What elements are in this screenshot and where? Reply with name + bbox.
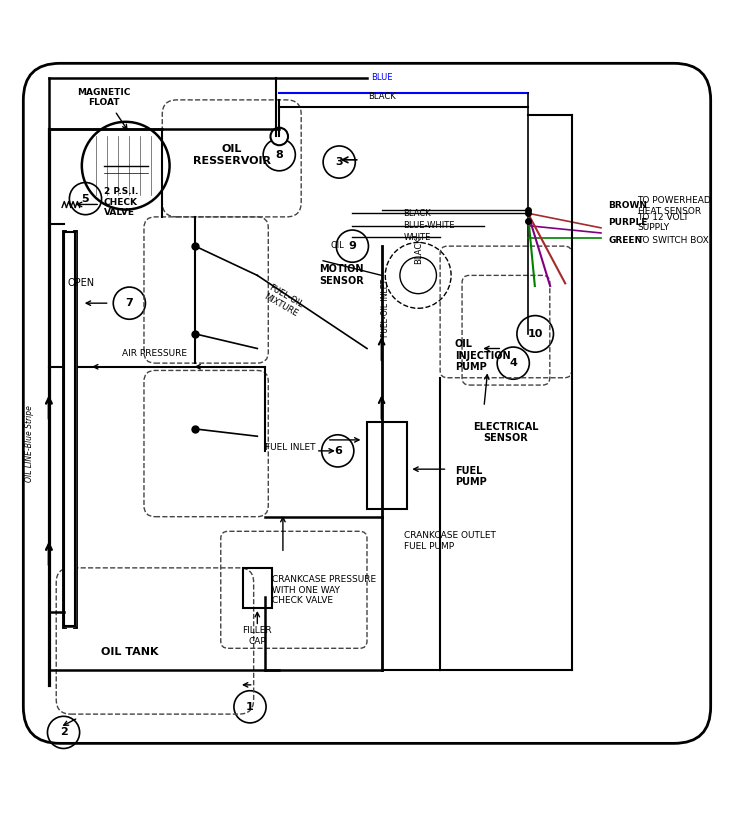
Text: AIR PRESSURE: AIR PRESSURE	[123, 349, 187, 358]
Text: TO SWITCH BOX: TO SWITCH BOX	[638, 236, 709, 245]
Text: OIL
INJECTION
PUMP: OIL INJECTION PUMP	[455, 339, 510, 373]
Text: ELECTRICAL
SENSOR: ELECTRICAL SENSOR	[473, 422, 539, 444]
Text: 1: 1	[246, 702, 254, 711]
Text: FUEL
PUMP: FUEL PUMP	[455, 466, 487, 488]
Polygon shape	[64, 231, 75, 626]
Text: CRANKCASE PRESSURE
WITH ONE WAY
CHECK VALVE: CRANKCASE PRESSURE WITH ONE WAY CHECK VA…	[272, 575, 376, 605]
Text: OPEN: OPEN	[68, 278, 95, 287]
Text: OIL TANK: OIL TANK	[101, 647, 158, 657]
Text: GREEN: GREEN	[608, 236, 642, 245]
Text: FUEL INLET: FUEL INLET	[265, 443, 315, 452]
Text: BLACK: BLACK	[415, 236, 424, 264]
Text: CRANKCASE OUTLET
FUEL PUMP: CRANKCASE OUTLET FUEL PUMP	[404, 532, 495, 551]
Text: WHITE: WHITE	[404, 233, 431, 242]
Circle shape	[270, 128, 288, 145]
Text: OIL LINE-Blue Stripe: OIL LINE-Blue Stripe	[25, 405, 34, 482]
Text: 4: 4	[509, 358, 517, 368]
Bar	[243, 568, 272, 608]
Text: FUEL-OIL INLET: FUEL-OIL INLET	[381, 279, 390, 337]
Text: OIL: OIL	[331, 241, 345, 250]
Text: OIL
RESSERVOIR: OIL RESSERVOIR	[193, 144, 271, 165]
Bar	[367, 422, 407, 510]
Text: MAGNETIC
FLOAT: MAGNETIC FLOAT	[77, 88, 131, 107]
Text: BLUE-WHITE: BLUE-WHITE	[404, 221, 455, 230]
Text: TO 12 VOLT
SUPPLY: TO 12 VOLT SUPPLY	[638, 213, 689, 233]
Text: BROWN: BROWN	[608, 201, 647, 210]
Text: 10: 10	[528, 329, 543, 339]
Text: FUEL-OIL
MIXTURE: FUEL-OIL MIXTURE	[262, 283, 304, 319]
Text: BLACK: BLACK	[368, 92, 396, 102]
Text: 7: 7	[126, 298, 134, 309]
Text: 5: 5	[81, 194, 90, 204]
Text: 2: 2	[59, 728, 68, 737]
Text: MOTION
SENSOR: MOTION SENSOR	[319, 265, 364, 286]
Text: 6: 6	[334, 446, 342, 456]
Text: TO POWERHEAD
HEAT SENSOR: TO POWERHEAD HEAT SENSOR	[638, 196, 711, 216]
Text: 3: 3	[335, 157, 343, 167]
Text: PURPLE: PURPLE	[608, 218, 647, 227]
Text: 2 P.S.I.
CHECK
VALVE: 2 P.S.I. CHECK VALVE	[103, 187, 138, 217]
Text: 8: 8	[275, 150, 283, 160]
Text: 9: 9	[349, 241, 356, 252]
Text: BLACK: BLACK	[404, 208, 432, 217]
Text: BLUE: BLUE	[371, 72, 393, 81]
Text: FILLER
CAP: FILLER CAP	[242, 626, 272, 646]
